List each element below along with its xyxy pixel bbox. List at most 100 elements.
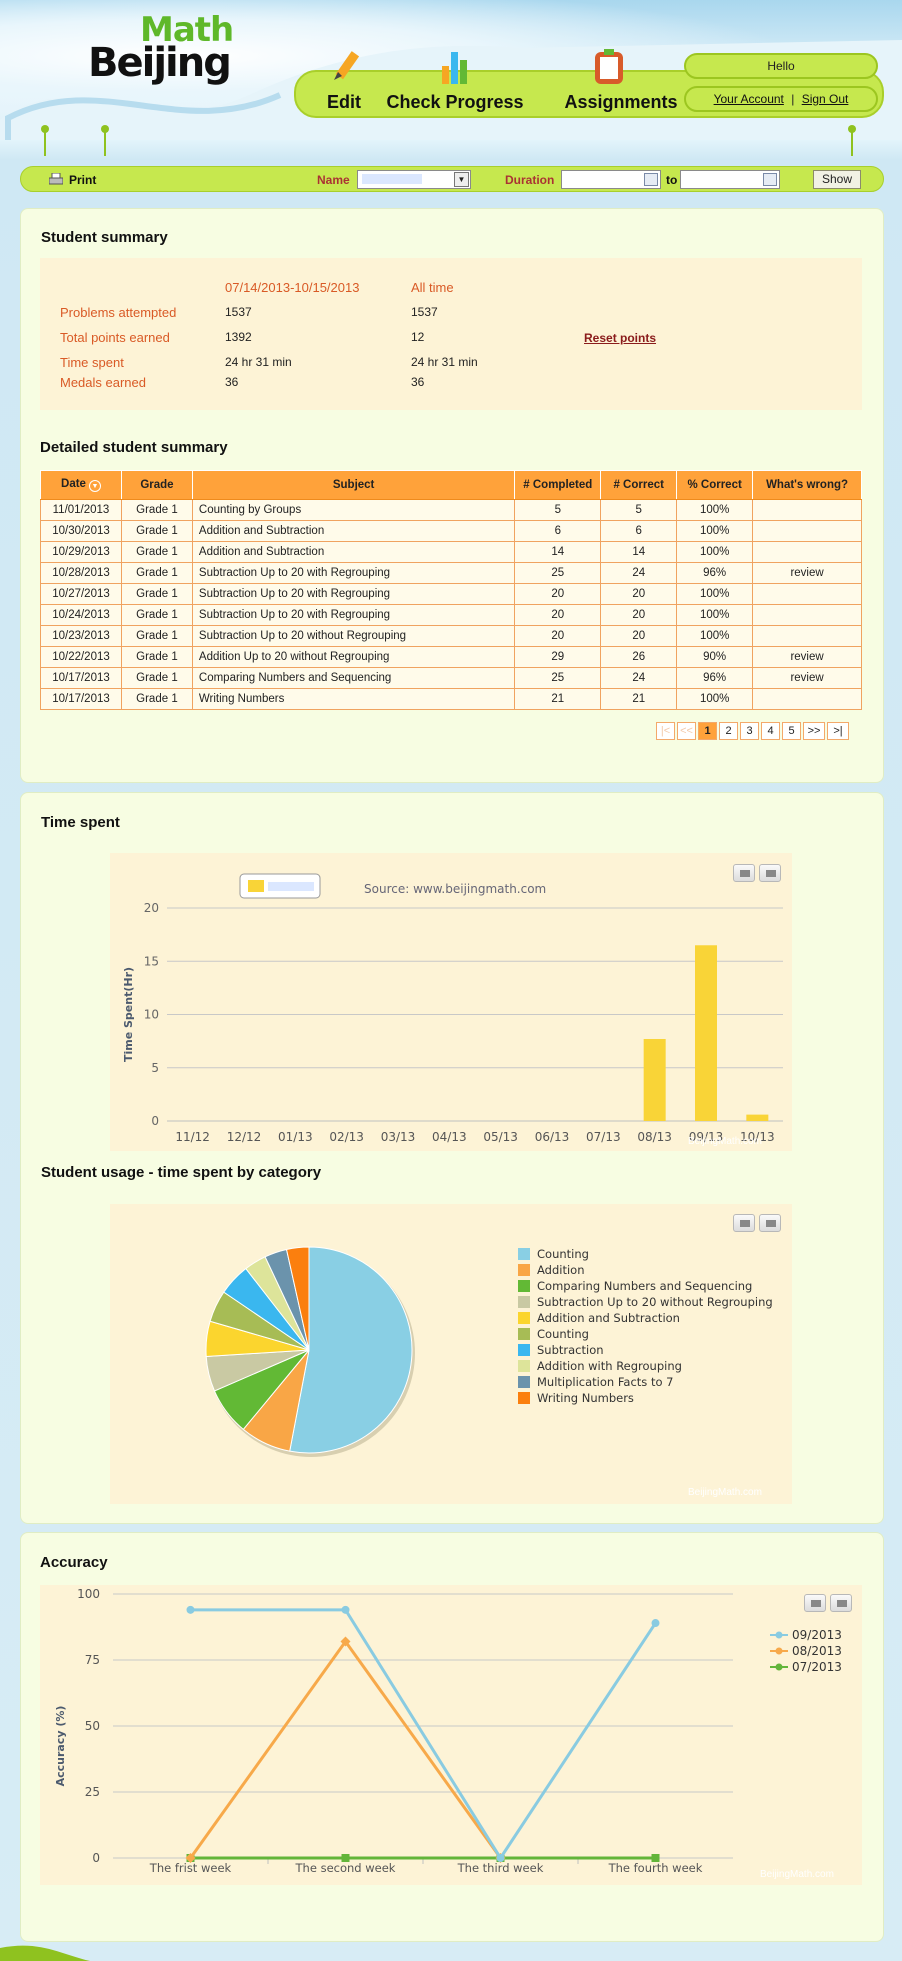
table-cell: 10/23/2013 [40, 625, 122, 647]
legend-item[interactable]: Addition and Subtraction [518, 1311, 680, 1325]
y-axis-label: Time Spent(Hr) [122, 967, 135, 1062]
accuracy-title: Accuracy [40, 1554, 108, 1571]
beijing-math-logo[interactable]: Math Beijing [82, 8, 242, 88]
legend-label: Addition [537, 1263, 585, 1277]
page-button[interactable]: 2 [719, 722, 738, 740]
student-name-select[interactable]: ▼ [357, 170, 471, 189]
data-point[interactable] [651, 1619, 660, 1628]
end-date-input[interactable] [680, 170, 780, 189]
show-button[interactable]: Show [813, 170, 861, 189]
page-button[interactable]: 4 [761, 722, 780, 740]
review-link[interactable]: review [752, 667, 862, 689]
series-line[interactable] [189, 1638, 502, 1859]
table-cell [752, 604, 862, 626]
x-tick-label: 08/13 [637, 1130, 672, 1144]
page-button[interactable]: |< [656, 722, 675, 740]
start-date-input[interactable] [561, 170, 661, 189]
table-cell: 21 [514, 688, 602, 710]
legend-item[interactable]: Comparing Numbers and Sequencing [518, 1279, 752, 1293]
legend-item[interactable]: Multiplication Facts to 7 [518, 1375, 673, 1389]
table-cell: 20 [514, 625, 602, 647]
review-link[interactable]: review [752, 562, 862, 584]
y-tick-label: 25 [85, 1785, 100, 1799]
table-cell: 100% [676, 520, 754, 542]
data-point[interactable] [341, 1854, 350, 1862]
legend-item[interactable]: Subtraction [518, 1343, 604, 1357]
print-chart-button[interactable] [733, 864, 755, 882]
table-cell: 20 [514, 583, 602, 605]
nav-edit[interactable]: Edit [327, 92, 361, 112]
legend-item[interactable]: Writing Numbers [518, 1391, 634, 1405]
calendar-icon[interactable] [644, 173, 658, 186]
time-spent-chart-area [110, 853, 792, 1151]
data-point[interactable] [185, 1853, 196, 1863]
x-tick-label: 05/13 [483, 1130, 518, 1144]
bar[interactable] [643, 1038, 666, 1121]
column-header[interactable]: Date ▼ [40, 470, 122, 500]
table-cell: 14 [514, 541, 602, 563]
printer-icon[interactable] [49, 173, 63, 186]
legend-item[interactable]: Subtraction Up to 20 without Regrouping [518, 1295, 773, 1309]
pie-slice[interactable] [285, 1246, 310, 1351]
table-cell: 6 [514, 520, 602, 542]
legend-swatch [248, 880, 264, 892]
reset-points-link[interactable]: Reset points [584, 331, 657, 345]
table-cell: 21 [600, 688, 678, 710]
legend-swatch [518, 1328, 530, 1340]
chevron-down-icon[interactable]: ▼ [454, 172, 469, 187]
summary-row-all: 24 hr 31 min [411, 355, 478, 369]
table-cell: Grade 1 [120, 604, 193, 626]
page-button[interactable]: << [677, 722, 696, 740]
legend-item[interactable]: Addition [518, 1263, 585, 1277]
data-point[interactable] [340, 1636, 351, 1647]
table-cell: 100% [676, 583, 754, 605]
download-chart-button[interactable] [759, 1214, 781, 1232]
sort-down-icon[interactable]: ▼ [88, 480, 101, 492]
print-chart-button[interactable] [804, 1594, 826, 1612]
legend-label: Counting [537, 1247, 589, 1261]
page-button[interactable]: 1 [698, 722, 717, 740]
page-button[interactable]: >| [827, 722, 849, 740]
watermark: BeijingMath.com [688, 1136, 762, 1147]
column-header-label: Subject [332, 479, 375, 491]
duration-label: Duration [505, 173, 555, 187]
pie-slice[interactable] [289, 1246, 413, 1454]
series-line[interactable] [190, 1608, 657, 1861]
data-point[interactable] [186, 1605, 195, 1614]
print-chart-button[interactable] [733, 1214, 755, 1232]
legend-marker [775, 1631, 783, 1639]
time-spent-bar-chart: 0 5 10 15 20 Time Spent(Hr) 11/12 12/12 01/13 02/… [122, 873, 783, 1144]
calendar-icon[interactable] [763, 173, 777, 186]
table-cell: 25 [514, 667, 602, 689]
legend-label[interactable]: 07/2013 [792, 1660, 842, 1674]
greeting-pill: Hello [684, 53, 878, 79]
nav-assignments[interactable]: Assignments [564, 92, 678, 112]
nav-check-progress[interactable]: Check Progress [386, 92, 524, 112]
legend-label[interactable]: 09/2013 [792, 1628, 842, 1642]
pie-legend: Counting Addition Comparing Numbers and Se… [518, 1247, 788, 1417]
legend-item[interactable]: Counting [518, 1247, 589, 1261]
y-tick-label: 100 [77, 1587, 100, 1601]
filter-toolbar: Print Name ▼ Duration to Show [20, 166, 884, 192]
sign-out-link[interactable]: Sign Out [801, 92, 849, 106]
table-cell [752, 583, 862, 605]
page-button[interactable]: >> [803, 722, 825, 740]
review-link[interactable]: review [752, 646, 862, 668]
table-cell: 20 [600, 604, 678, 626]
page-button[interactable]: 5 [782, 722, 801, 740]
legend-item[interactable]: Addition with Regrouping [518, 1359, 682, 1373]
data-point[interactable] [341, 1605, 350, 1614]
table-cell: 24 [600, 667, 678, 689]
bar[interactable] [746, 1114, 769, 1121]
column-header-label: % Correct [687, 479, 742, 491]
page-button[interactable]: 3 [740, 722, 759, 740]
your-account-link[interactable]: Your Account [713, 92, 784, 106]
data-point[interactable] [651, 1854, 660, 1862]
print-button[interactable]: Print [69, 173, 97, 187]
download-chart-button[interactable] [759, 864, 781, 882]
data-point[interactable] [496, 1854, 505, 1862]
legend-item[interactable]: Counting [518, 1327, 589, 1341]
bar[interactable] [695, 945, 717, 1121]
legend-label[interactable]: 08/2013 [792, 1644, 842, 1658]
download-chart-button[interactable] [830, 1594, 852, 1612]
